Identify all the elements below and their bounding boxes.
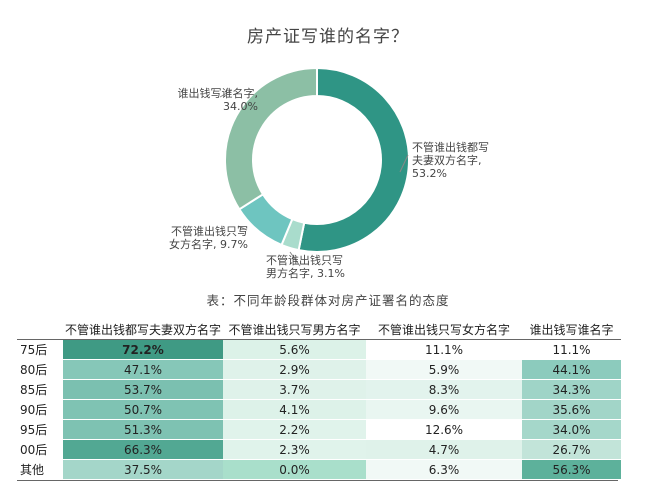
row-label: 95后 <box>17 419 63 440</box>
table-bottom-rule <box>17 480 618 481</box>
table-header-both-names: 不管谁出钱都写夫妻双方名字 <box>63 320 223 340</box>
leader-line <box>399 154 409 173</box>
slice-whoever-pays <box>224 66 318 211</box>
table-caption: 表：不同年龄段群体对房产证署名的态度 <box>206 293 450 308</box>
table-cell: 72.2% <box>63 339 223 360</box>
donut-chart <box>219 66 410 267</box>
table-cell: 47.1% <box>63 359 223 380</box>
table-cell: 53.7% <box>63 379 223 400</box>
table-cell: 37.5% <box>63 459 223 480</box>
table-cell: 2.3% <box>223 439 366 460</box>
table-cell: 11.1% <box>522 339 621 360</box>
row-label: 75后 <box>17 339 63 360</box>
table-cell: 51.3% <box>63 419 223 440</box>
table-cell: 5.6% <box>223 339 366 360</box>
table-header-husband-only: 不管谁出钱只写男方名字 <box>223 320 366 340</box>
table-cell: 44.1% <box>522 359 621 380</box>
table-cell: 12.6% <box>366 419 522 440</box>
slice-label-both-names: 不管谁出钱都写 夫妻双方名字, 53.2% <box>412 141 502 180</box>
slice-label-line: 女方名字, 9.7% <box>169 238 248 251</box>
table-row: 其他 37.5% 0.0% 6.3% 56.3% <box>17 459 621 480</box>
slice-label-line: 夫妻双方名字, <box>412 154 482 167</box>
slice-both-names <box>297 66 410 253</box>
table-cell: 0.0% <box>223 459 366 480</box>
row-label: 其他 <box>17 459 63 480</box>
table-cell: 50.7% <box>63 399 223 420</box>
slice-label-line: 不管谁出钱只写 <box>171 225 248 238</box>
slice-label-line: 男方名字, 3.1% <box>266 267 345 280</box>
leader-line <box>237 225 248 231</box>
table-cell: 34.3% <box>522 379 621 400</box>
row-label: 85后 <box>17 379 63 400</box>
table-cell: 2.2% <box>223 419 366 440</box>
table-row: 90后 50.7% 4.1% 9.6% 35.6% <box>17 399 621 420</box>
table-cell: 26.7% <box>522 439 621 460</box>
table-row: 80后 47.1% 2.9% 5.9% 44.1% <box>17 359 621 380</box>
slice-label-wife-only: 不管谁出钱只写 女方名字, 9.7% <box>148 225 248 251</box>
table-row: 85后 53.7% 3.7% 8.3% 34.3% <box>17 379 621 400</box>
slice-label-line: 不管谁出钱只写 <box>266 254 343 267</box>
table-cell: 9.6% <box>366 399 522 420</box>
table-header-whoever-pays: 谁出钱写谁名字 <box>522 320 621 340</box>
table-row: 95后 51.3% 2.2% 12.6% 34.0% <box>17 419 621 440</box>
table-header-wife-only: 不管谁出钱只写女方名字 <box>366 320 522 340</box>
row-label: 90后 <box>17 399 63 420</box>
table-row: 00后 66.3% 2.3% 4.7% 26.7% <box>17 439 621 460</box>
table-cell: 5.9% <box>366 359 522 380</box>
table-cell: 35.6% <box>522 399 621 420</box>
table-header-row: 不管谁出钱都写夫妻双方名字 不管谁出钱只写男方名字 不管谁出钱只写女方名字 谁出… <box>17 320 621 340</box>
table-cell: 34.0% <box>522 419 621 440</box>
table-cell: 11.1% <box>366 339 522 360</box>
slice-label-line: 不管谁出钱都写 <box>412 141 489 154</box>
chart-title: 房产证写谁的名字？ <box>247 27 409 47</box>
table-cell: 6.3% <box>366 459 522 480</box>
slice-label-line: 谁出钱写谁名字, <box>177 87 259 100</box>
table-row: 75后 72.2% 5.6% 11.1% 11.1% <box>17 339 621 360</box>
slice-label-line: 53.2% <box>412 167 447 180</box>
slice-label-husband-only: 不管谁出钱只写 男方名字, 3.1% <box>266 254 366 280</box>
table-cell: 3.7% <box>223 379 366 400</box>
table-cell: 8.3% <box>366 379 522 400</box>
table-header-corner <box>17 320 63 340</box>
slice-label-line: 34.0% <box>223 100 258 113</box>
leader-line <box>289 251 301 267</box>
leader-line <box>219 89 233 98</box>
table-cell: 4.1% <box>223 399 366 420</box>
row-label: 80后 <box>17 359 63 380</box>
row-label: 00后 <box>17 439 63 460</box>
table-cell: 4.7% <box>366 439 522 460</box>
attitude-table: 不管谁出钱都写夫妻双方名字 不管谁出钱只写男方名字 不管谁出钱只写女方名字 谁出… <box>17 320 621 480</box>
table-cell: 56.3% <box>522 459 621 480</box>
table-cell: 2.9% <box>223 359 366 380</box>
slice-label-whoever-pays: 谁出钱写谁名字, 34.0% <box>158 87 259 113</box>
table-cell: 66.3% <box>63 439 223 460</box>
